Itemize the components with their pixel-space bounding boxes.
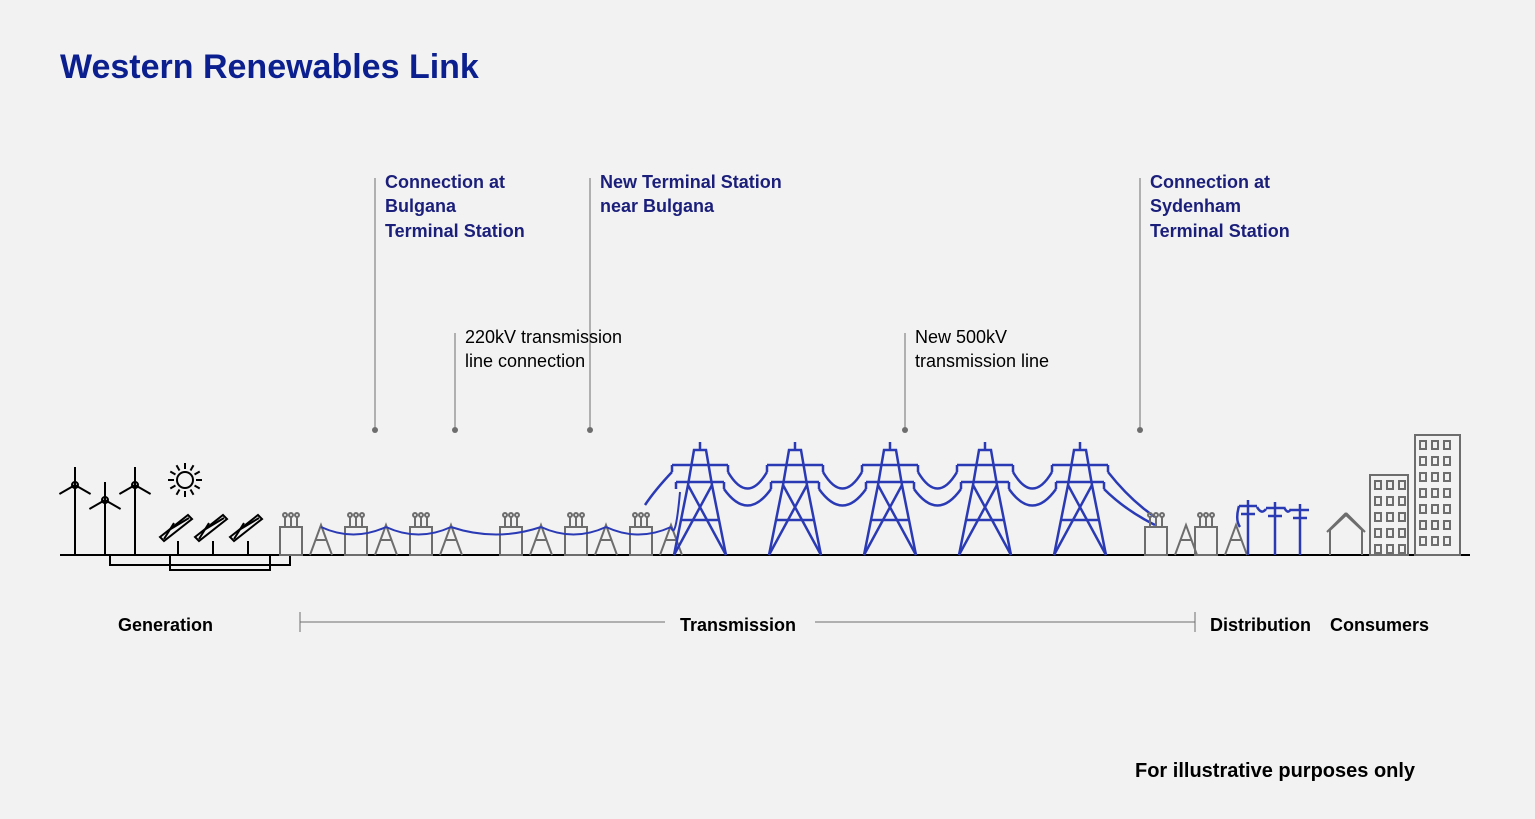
callout-bulgana-connection: Connection at Bulgana Terminal Station <box>385 170 525 243</box>
callout-220kv: 220kV transmission line connection <box>465 325 622 374</box>
section-distribution: Distribution <box>1210 615 1311 636</box>
section-generation: Generation <box>118 615 213 636</box>
footnote: For illustrative purposes only <box>1135 760 1415 783</box>
diagram-svg <box>0 0 1535 819</box>
callout-500kv: New 500kV transmission line <box>915 325 1049 374</box>
section-transmission: Transmission <box>680 615 796 636</box>
section-consumers: Consumers <box>1330 615 1429 636</box>
callout-sydenham-connection: Connection at Sydenham Terminal Station <box>1150 170 1290 243</box>
infographic-root: Western Renewables Link <box>0 0 1535 819</box>
callout-new-terminal: New Terminal Station near Bulgana <box>600 170 782 219</box>
